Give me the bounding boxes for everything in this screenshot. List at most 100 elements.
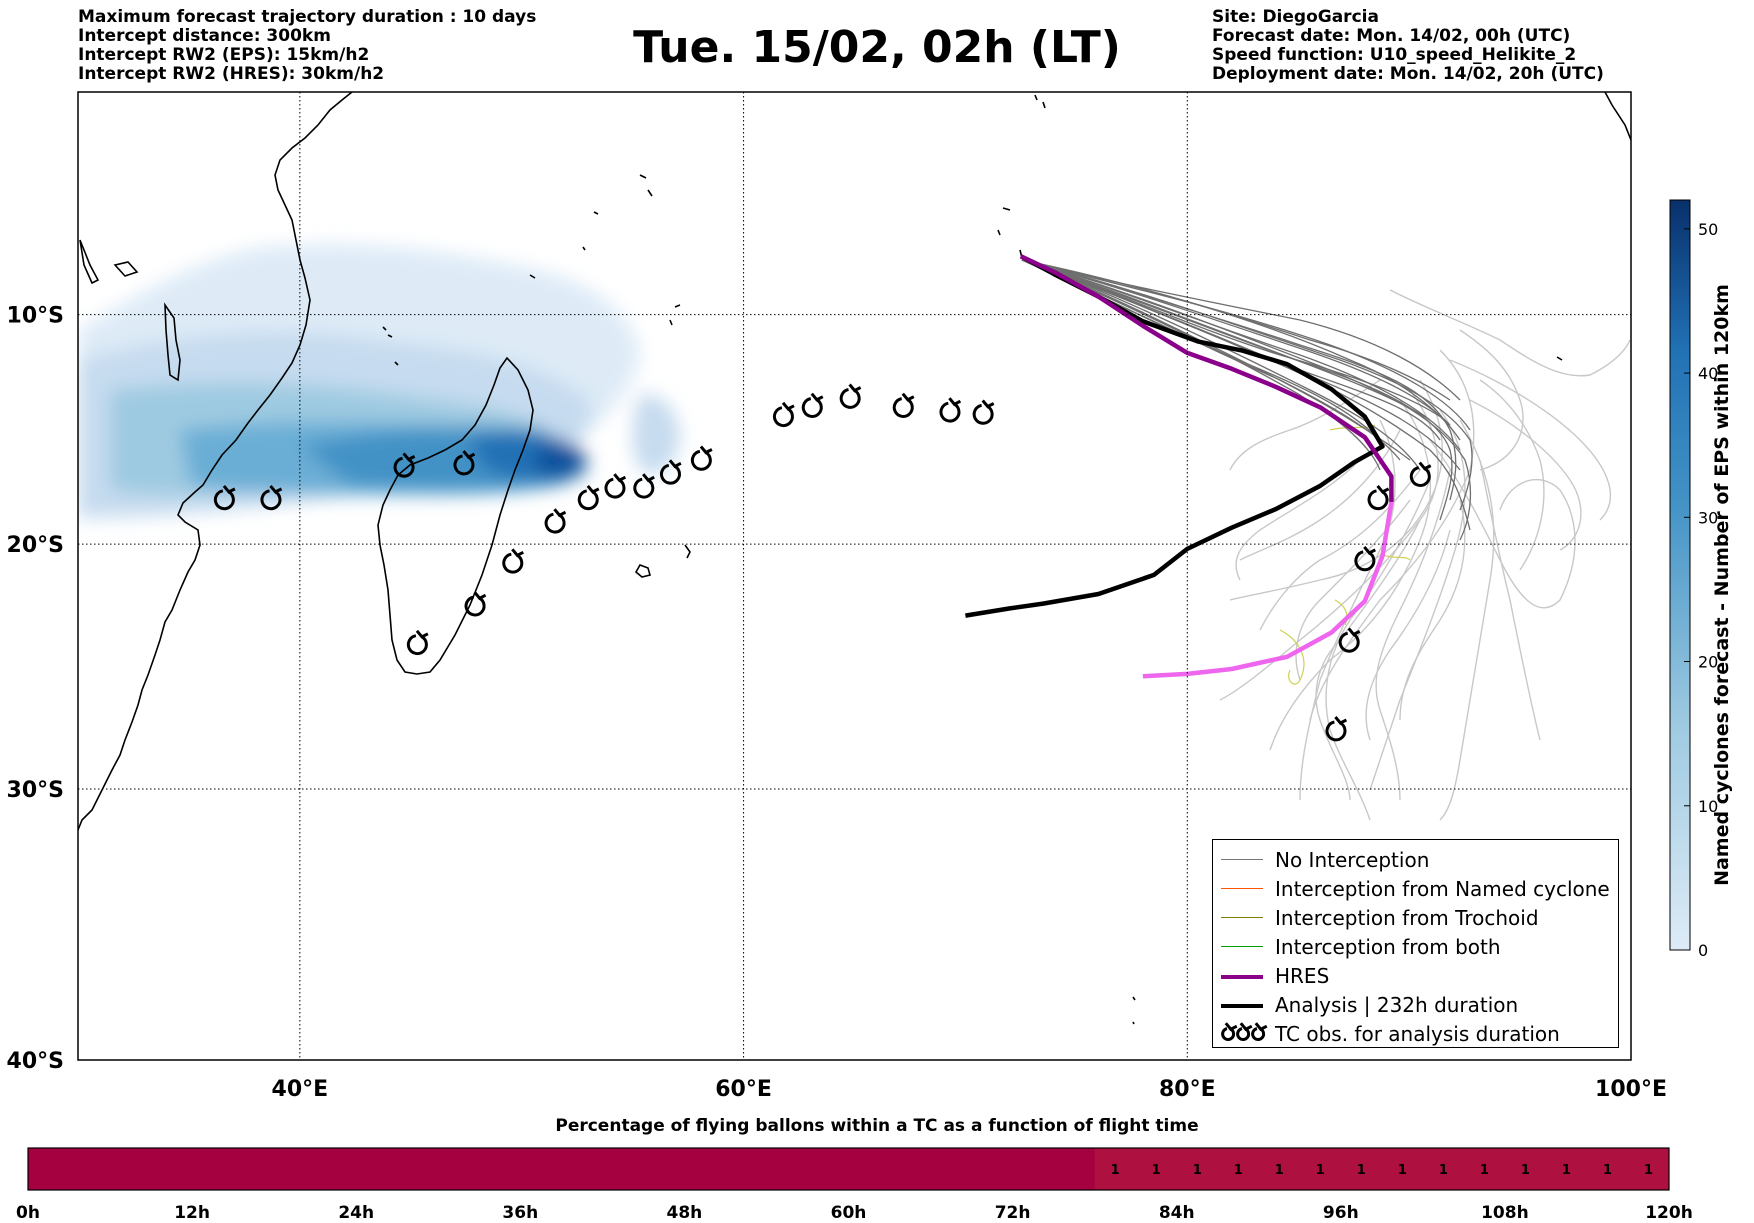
legend-line-swatch [1221,946,1263,947]
colorbar-tick-label: 20 [1698,653,1718,672]
colorbar-ticks: 0 10 20 30 40 50 [1684,220,1718,960]
lat-tick-label: 20°S [7,533,64,558]
legend-label: HRES [1275,964,1330,988]
legend-label: TC obs. for analysis duration [1275,1022,1560,1046]
flight-bar-tick-label: 24h [338,1203,374,1223]
comoros-islands [382,326,399,366]
legend-line-swatch [1221,859,1263,860]
lake-malawi [164,302,181,382]
legend-item: Interception from Trochoid [1213,903,1618,932]
cyclone-density-heatmap [78,244,680,521]
tc-obs-legend-glyph [1251,1022,1268,1041]
tc-obs-marker [213,484,236,511]
lat-tick-label: 40°S [7,1049,64,1074]
header-right-info: Site: DiegoGarcia Forecast date: Mon. 14… [1212,8,1604,84]
legend-item: HRES [1213,961,1618,990]
flight-bar-value: 1 [1521,1163,1530,1178]
flight-bar-tick-label: 120h [1645,1203,1693,1223]
analysis-track [965,254,1385,618]
legend-item: TC obs. for analysis duration [1213,1019,1618,1048]
flight-bar-value: 1 [1644,1163,1653,1178]
latitude-tick-labels: 10°S 20°S 30°S 40°S [7,304,64,1074]
legend-item: Analysis | 232h duration [1213,990,1618,1019]
header-right-line: Speed function: U10_speed_Helikite_2 [1212,45,1577,65]
colorbar-label: Named cyclones forecast - Number of EPS … [1711,284,1733,886]
hres-track-late [1142,501,1394,679]
lake-tanganyika [79,239,100,285]
madagascar-coastline [377,356,534,675]
legend-label: No Interception [1275,848,1430,872]
tc-obs-marker [453,450,476,476]
lon-tick-label: 100°E [1595,1077,1667,1102]
tc-obs-marker [1338,627,1361,653]
tc-obs-legend-icon [1221,1022,1268,1041]
legend-line-swatch [1221,917,1263,918]
map-area [78,92,1631,1025]
flight-bar-value: 1 [1152,1163,1161,1178]
flight-bar-value: 1 [1603,1163,1612,1178]
tc-obs-marker [502,548,524,574]
colorbar-tick-label: 40 [1698,364,1718,383]
tc-obs-marker [801,392,824,418]
legend-label: Interception from Trochoid [1275,906,1539,930]
tc-obs-legend-glyph [1236,1022,1253,1041]
tiny-island [1556,356,1563,361]
legend-item: No Interception [1213,845,1618,874]
header-left-line: Intercept RW2 (HRES): 30km/h2 [78,64,385,84]
tc-obs-marker [892,392,915,418]
tc-obs-marker [604,473,627,499]
flight-bar-tick-label: 0h [16,1203,40,1223]
flight-bar-value: 1 [1193,1163,1202,1178]
tc-obs-marker [1325,716,1348,742]
flight-bar-tick-label: 96h [1323,1203,1359,1223]
legend: No Interception Interception from Named c… [1212,839,1619,1048]
coastlines [78,92,1631,1025]
eps-trajectories-light [1219,289,1631,821]
flight-bar-value: 1 [1316,1163,1325,1178]
colorbar-tick-label: 30 [1698,508,1718,527]
flight-bar-value: 1 [1234,1163,1243,1178]
flight-bar-tick-label: 36h [502,1203,538,1223]
tc-obs-marker [972,399,995,425]
flight-bar-value: 1 [1480,1163,1489,1178]
legend-line-swatch [1221,1004,1263,1008]
tc-obs-marker [633,473,655,499]
tc-obs-marker [393,452,416,478]
colorbar-tick-label: 0 [1698,941,1708,960]
flight-bar-tick-label: 84h [1159,1203,1195,1223]
map-frame [77,91,1632,1061]
eps-trajectories-dark [1021,259,1473,541]
trochoid-traces [1279,424,1411,685]
flight-time-bar: 1 1 1 1 1 1 1 1 1 1 1 1 1 1 [27,1147,1670,1191]
header-right-line: Site: DiegoGarcia [1212,7,1379,27]
flight-bar-value: 1 [1357,1163,1366,1178]
colorbar-tick-label: 50 [1698,220,1718,239]
flight-bar-value: 1 [1275,1163,1284,1178]
legend-line-swatch [1221,975,1263,979]
flight-bar-tick-label: 60h [831,1203,867,1223]
lat-tick-label: 30°S [7,778,64,803]
tc-obs-marker [1367,484,1390,511]
tc-obs-marker [772,401,795,428]
reunion-island [684,544,691,559]
flight-bar-value: 1 [1398,1163,1407,1178]
header-right-line: Forecast date: Mon. 14/02, 00h (UTC) [1212,26,1571,46]
tc-obs-marker [1354,545,1376,572]
map-gridlines [78,92,1631,1060]
flight-bar-tick-label: 72h [995,1203,1031,1223]
header-left-info: Maximum forecast trajectory duration : 1… [78,8,536,84]
tc-obs-marker [939,397,962,423]
flight-bar-segment [1094,1148,1669,1190]
sumatra-edge [1604,92,1631,141]
flight-bar-tick-label: 108h [1481,1203,1529,1223]
flight-bar-tick-label: 12h [174,1203,210,1223]
africa-coastline [78,92,353,831]
mauritius-island [634,564,651,578]
lat-tick-label: 10°S [7,304,64,329]
flight-bar-value: 1 [1562,1163,1571,1178]
colorbar-tick-label: 10 [1698,797,1718,816]
maldives-islands [1034,94,1046,109]
tc-obs-marker [660,459,682,485]
lon-tick-label: 40°E [272,1077,329,1102]
